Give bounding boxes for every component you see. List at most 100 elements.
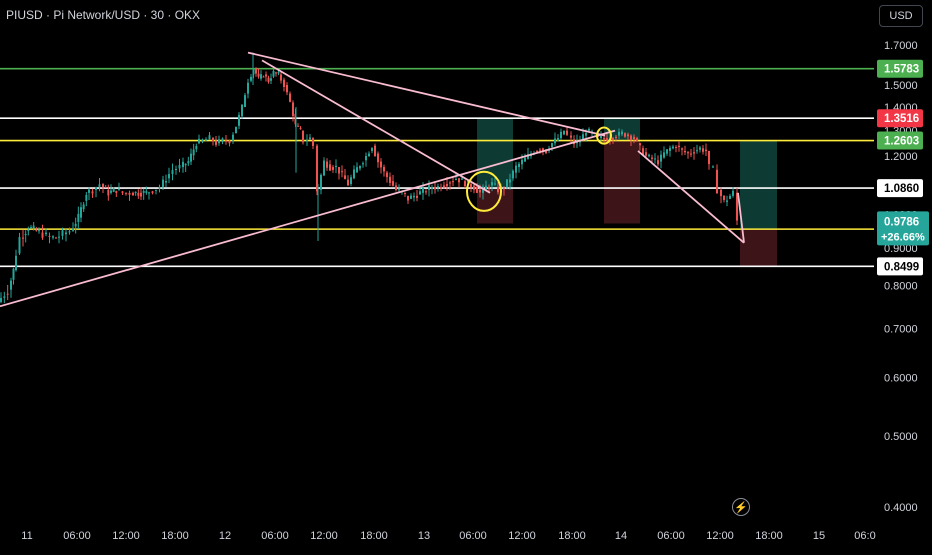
candle-body <box>675 147 677 149</box>
x-axis-tick-label: 18:00 <box>360 530 388 542</box>
candle-body <box>118 188 120 190</box>
candle-body <box>729 195 731 199</box>
highlight-circle <box>466 170 502 212</box>
price-level-badge <box>877 257 923 276</box>
candle-body <box>182 161 184 168</box>
y-axis-tick-label: 1.5000 <box>884 80 918 92</box>
candle-body <box>104 186 107 188</box>
candle-body <box>132 192 134 196</box>
candle-body <box>449 182 451 184</box>
candle-body <box>241 104 243 117</box>
candle-body <box>244 95 246 107</box>
candle-body <box>726 200 728 202</box>
candle-body <box>137 192 140 196</box>
y-axis-tick-label: 0.8000 <box>884 281 918 293</box>
candle-body <box>338 167 340 174</box>
candle-body <box>72 228 74 231</box>
candle-body <box>563 130 565 135</box>
candle-body <box>80 207 82 218</box>
chart-title: PIUSD · Pi Network/USD · 30 · OKX <box>6 8 201 22</box>
candle-body <box>416 195 418 198</box>
candle-body <box>716 169 718 194</box>
candle-body <box>666 149 668 154</box>
price-level-label: 1.0860 <box>884 183 919 195</box>
candle-body <box>3 296 6 298</box>
candle-body <box>272 70 275 77</box>
candle-body <box>684 150 686 153</box>
candle-body <box>648 154 650 157</box>
candle-body <box>95 187 97 190</box>
candle-body <box>678 145 680 147</box>
candle-body <box>645 152 647 156</box>
candle-body <box>642 148 644 156</box>
trendline <box>261 59 491 194</box>
candle-body <box>270 78 272 81</box>
candle-body <box>162 179 164 187</box>
candle-body <box>329 164 331 171</box>
candle-body <box>88 189 90 193</box>
candle-body <box>458 178 460 183</box>
candle-body <box>380 161 382 168</box>
x-axis-tick-label: 11 <box>21 530 32 542</box>
price-level-label: 1.3516 <box>884 113 919 125</box>
position-loss-zone <box>740 229 777 267</box>
candle-body <box>41 232 44 238</box>
candle-body <box>35 229 38 231</box>
candle-body <box>316 145 318 192</box>
candle-body <box>262 76 265 78</box>
candle-body <box>509 179 511 183</box>
candle-body <box>82 204 85 210</box>
candle-body <box>377 153 379 163</box>
candle-body <box>470 183 472 188</box>
candle-body <box>205 139 207 141</box>
currency-button[interactable]: USD <box>879 5 923 27</box>
candle-body <box>654 158 656 160</box>
candle-body <box>178 165 181 169</box>
candle-body <box>386 172 388 178</box>
candle-body <box>145 191 148 193</box>
candle-body <box>606 138 608 141</box>
candle-body <box>128 192 131 195</box>
last-price-change: +26.66% <box>881 231 925 243</box>
candle-body <box>536 150 538 152</box>
candle-body <box>425 191 427 193</box>
candle-body <box>225 140 227 142</box>
candle-body <box>732 190 734 196</box>
candle-body <box>187 161 190 164</box>
position-profit-zone <box>740 140 777 230</box>
candle-body <box>283 79 285 87</box>
candle-body <box>690 153 692 155</box>
candle-body <box>699 147 701 150</box>
candle-body <box>615 136 617 138</box>
candle-body <box>61 230 64 236</box>
candle-body <box>395 185 397 190</box>
candle-body <box>557 138 559 141</box>
candle-body <box>488 186 490 189</box>
x-axis-tick-label: 06:00 <box>657 530 685 542</box>
candle-body <box>440 186 442 189</box>
candle-body <box>672 146 674 149</box>
candle-body <box>359 166 361 169</box>
candle-body <box>404 192 406 194</box>
y-axis-tick-label: 0.7000 <box>884 323 918 335</box>
candle-body <box>624 133 626 137</box>
candle-body <box>91 191 94 194</box>
trendline <box>0 129 616 308</box>
candle-body <box>235 126 237 134</box>
candle-body <box>627 134 629 137</box>
y-axis-tick-label: 1.2000 <box>884 151 918 163</box>
candle-body <box>518 163 520 168</box>
candle-body <box>320 174 322 190</box>
candle-body <box>473 185 475 190</box>
x-axis-tick-label: 15 <box>813 530 825 542</box>
highlight-circle <box>596 126 612 145</box>
candle-body <box>168 174 170 179</box>
candle-body <box>110 190 112 193</box>
candle-body <box>636 138 638 141</box>
candle-body <box>582 134 584 141</box>
candle-body <box>45 232 47 235</box>
lightning-icon[interactable]: ⚡ <box>732 498 750 516</box>
candle-body <box>485 185 487 190</box>
